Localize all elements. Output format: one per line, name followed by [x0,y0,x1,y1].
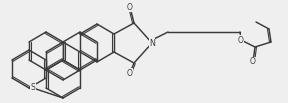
Text: O: O [238,36,244,44]
Text: O: O [127,2,133,12]
Text: O: O [127,68,133,77]
Text: N: N [149,39,155,47]
Text: S: S [31,84,35,92]
Text: O: O [250,57,256,67]
